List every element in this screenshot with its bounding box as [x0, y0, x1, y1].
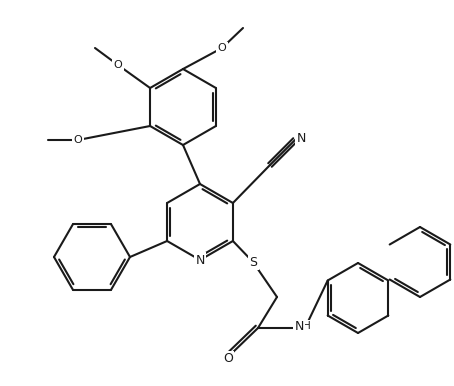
Text: N: N: [195, 254, 205, 266]
Text: S: S: [249, 256, 257, 269]
Text: N: N: [296, 132, 306, 144]
Text: O: O: [74, 135, 82, 145]
Text: N: N: [294, 320, 304, 332]
Text: O: O: [223, 352, 233, 366]
Text: O: O: [114, 60, 123, 70]
Text: H: H: [303, 321, 311, 331]
Text: O: O: [217, 43, 227, 53]
